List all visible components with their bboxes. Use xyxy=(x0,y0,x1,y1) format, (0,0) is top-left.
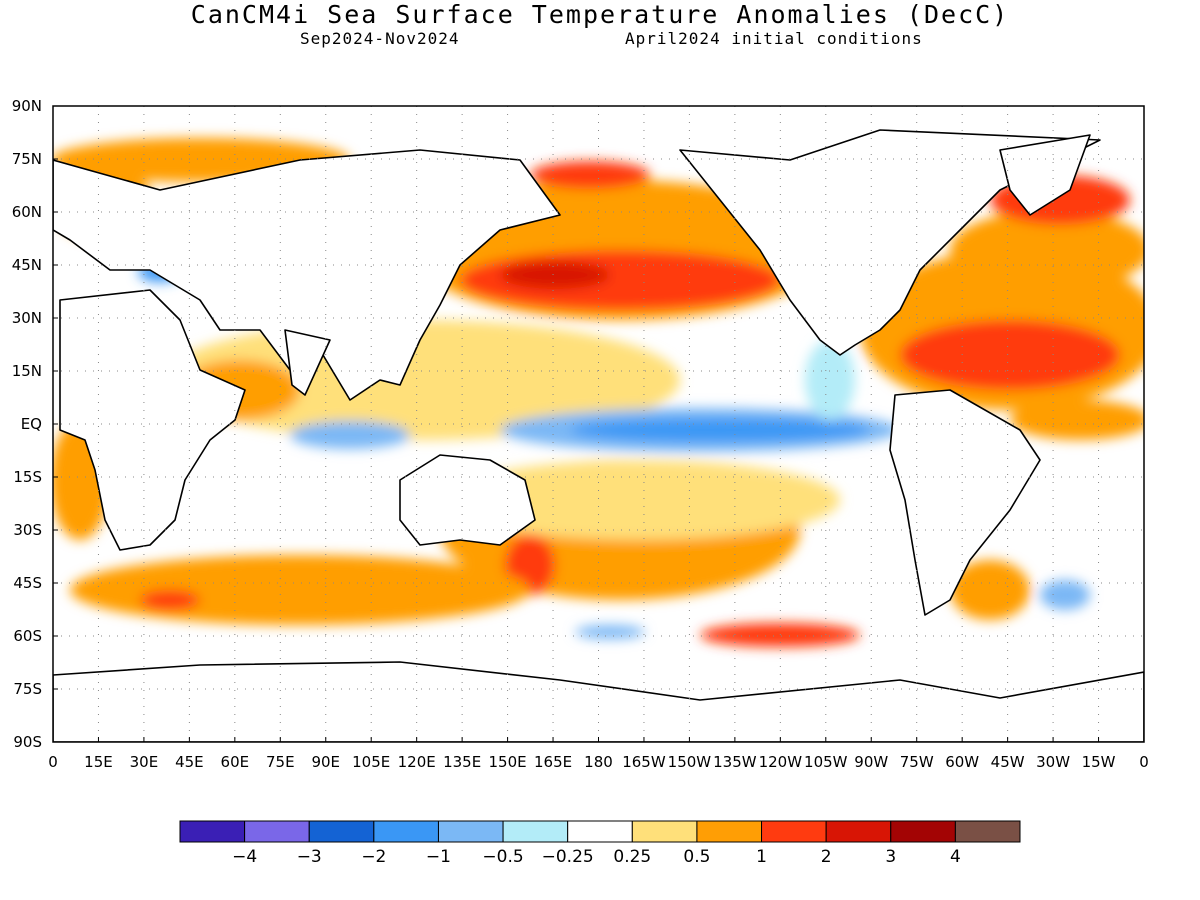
colorbar-swatch xyxy=(890,820,956,843)
lat-label: 75S xyxy=(13,680,42,698)
lon-label: 30W xyxy=(1036,753,1070,771)
eurasia-land xyxy=(53,149,561,401)
lat-label: 45S xyxy=(13,574,42,592)
lat-label: 60N xyxy=(12,203,42,221)
lon-label: 15E xyxy=(84,753,113,771)
colorbar-label: 2 xyxy=(821,847,832,867)
colorbar-swatch xyxy=(631,820,698,843)
lon-label: 60E xyxy=(221,753,250,771)
map-title: CanCM4i Sea Surface Temperature Anomalie… xyxy=(190,0,1010,29)
initial-conditions: April2024 initial conditions xyxy=(625,29,923,48)
lon-label: 135E xyxy=(443,753,481,771)
lat-label: 75N xyxy=(12,150,42,168)
africa-land xyxy=(59,289,246,551)
colorbar-label: −1 xyxy=(426,847,451,867)
lon-label: 30E xyxy=(130,753,159,771)
lon-label: 75E xyxy=(266,753,295,771)
lon-label: 90E xyxy=(311,753,340,771)
colorbar-label: −2 xyxy=(361,847,386,867)
colorbar-label: 0.5 xyxy=(683,847,710,867)
north-america-land xyxy=(679,129,1101,356)
lat-label: 45N xyxy=(12,256,42,274)
lon-label: 120E xyxy=(398,753,436,771)
south-america-land xyxy=(889,389,1041,616)
lon-label: 45W xyxy=(991,753,1025,771)
lon-label: 105E xyxy=(352,753,390,771)
colorbar-swatch xyxy=(567,820,633,843)
lon-label: 45E xyxy=(175,753,204,771)
colorbar-label: 0.25 xyxy=(613,847,651,867)
colorbar-label: 4 xyxy=(950,847,961,867)
longitude-labels: 0 15E 30E 45E 60E 75E 90E 105E 120E 135E 150E 165E 1… xyxy=(48,737,1149,771)
lon-label: 120W xyxy=(759,753,803,771)
lon-label: 75W xyxy=(900,753,934,771)
colorbar-label: 1 xyxy=(756,847,767,867)
colorbar-swatch xyxy=(954,820,1021,843)
colorbar-swatch xyxy=(244,820,310,843)
greenland-land xyxy=(999,134,1091,216)
lat-label: 15S xyxy=(13,468,42,486)
colorbar-label: −3 xyxy=(297,847,322,867)
lon-label: 180 xyxy=(584,753,613,771)
colorbar-swatch xyxy=(825,820,892,843)
forecast-period: Sep2024-Nov2024 xyxy=(300,29,460,48)
lon-label: 105W xyxy=(804,753,848,771)
india-land xyxy=(284,329,331,396)
colorbar-swatch xyxy=(373,820,439,843)
lon-label: 135W xyxy=(713,753,757,771)
lat-label: 90S xyxy=(13,733,42,751)
colorbar-label: −0.5 xyxy=(482,847,523,867)
lon-label: 0 xyxy=(1139,753,1149,771)
lon-label: 90W xyxy=(854,753,888,771)
latitude-labels: 90N 75N 60N 45N 30N 15N EQ 15S 30S 45S 60S 75S 90S xyxy=(12,97,58,751)
lon-label: 165E xyxy=(534,753,572,771)
colorbar-label: 3 xyxy=(885,847,896,867)
lat-label: 30N xyxy=(12,309,42,327)
lat-label: 15N xyxy=(12,362,42,380)
lat-label: EQ xyxy=(21,415,42,433)
lon-label: 0 xyxy=(48,753,58,771)
colorbar-label: −4 xyxy=(232,847,257,867)
colorbar-swatch xyxy=(437,820,504,843)
lat-label: 60S xyxy=(13,627,42,645)
colorbar-swatch xyxy=(308,820,375,843)
colorbar-label: −0.25 xyxy=(542,847,594,867)
lon-label: 15W xyxy=(1082,753,1116,771)
lat-label: 30S xyxy=(13,521,42,539)
colorbar-swatch xyxy=(761,820,827,843)
colorbar-swatch xyxy=(696,820,763,843)
colorbar: −4 −3 −2 −1 −0.5 −0.25 0.25 0.5 1 2 3 4 xyxy=(179,820,1021,867)
colorbar-swatch xyxy=(502,820,569,843)
lon-label: 150W xyxy=(668,753,712,771)
lon-label: 165W xyxy=(622,753,666,771)
colorbar-swatch xyxy=(179,820,246,843)
lon-label: 150E xyxy=(489,753,527,771)
lat-label: 90N xyxy=(12,97,42,115)
lon-label: 60W xyxy=(945,753,979,771)
